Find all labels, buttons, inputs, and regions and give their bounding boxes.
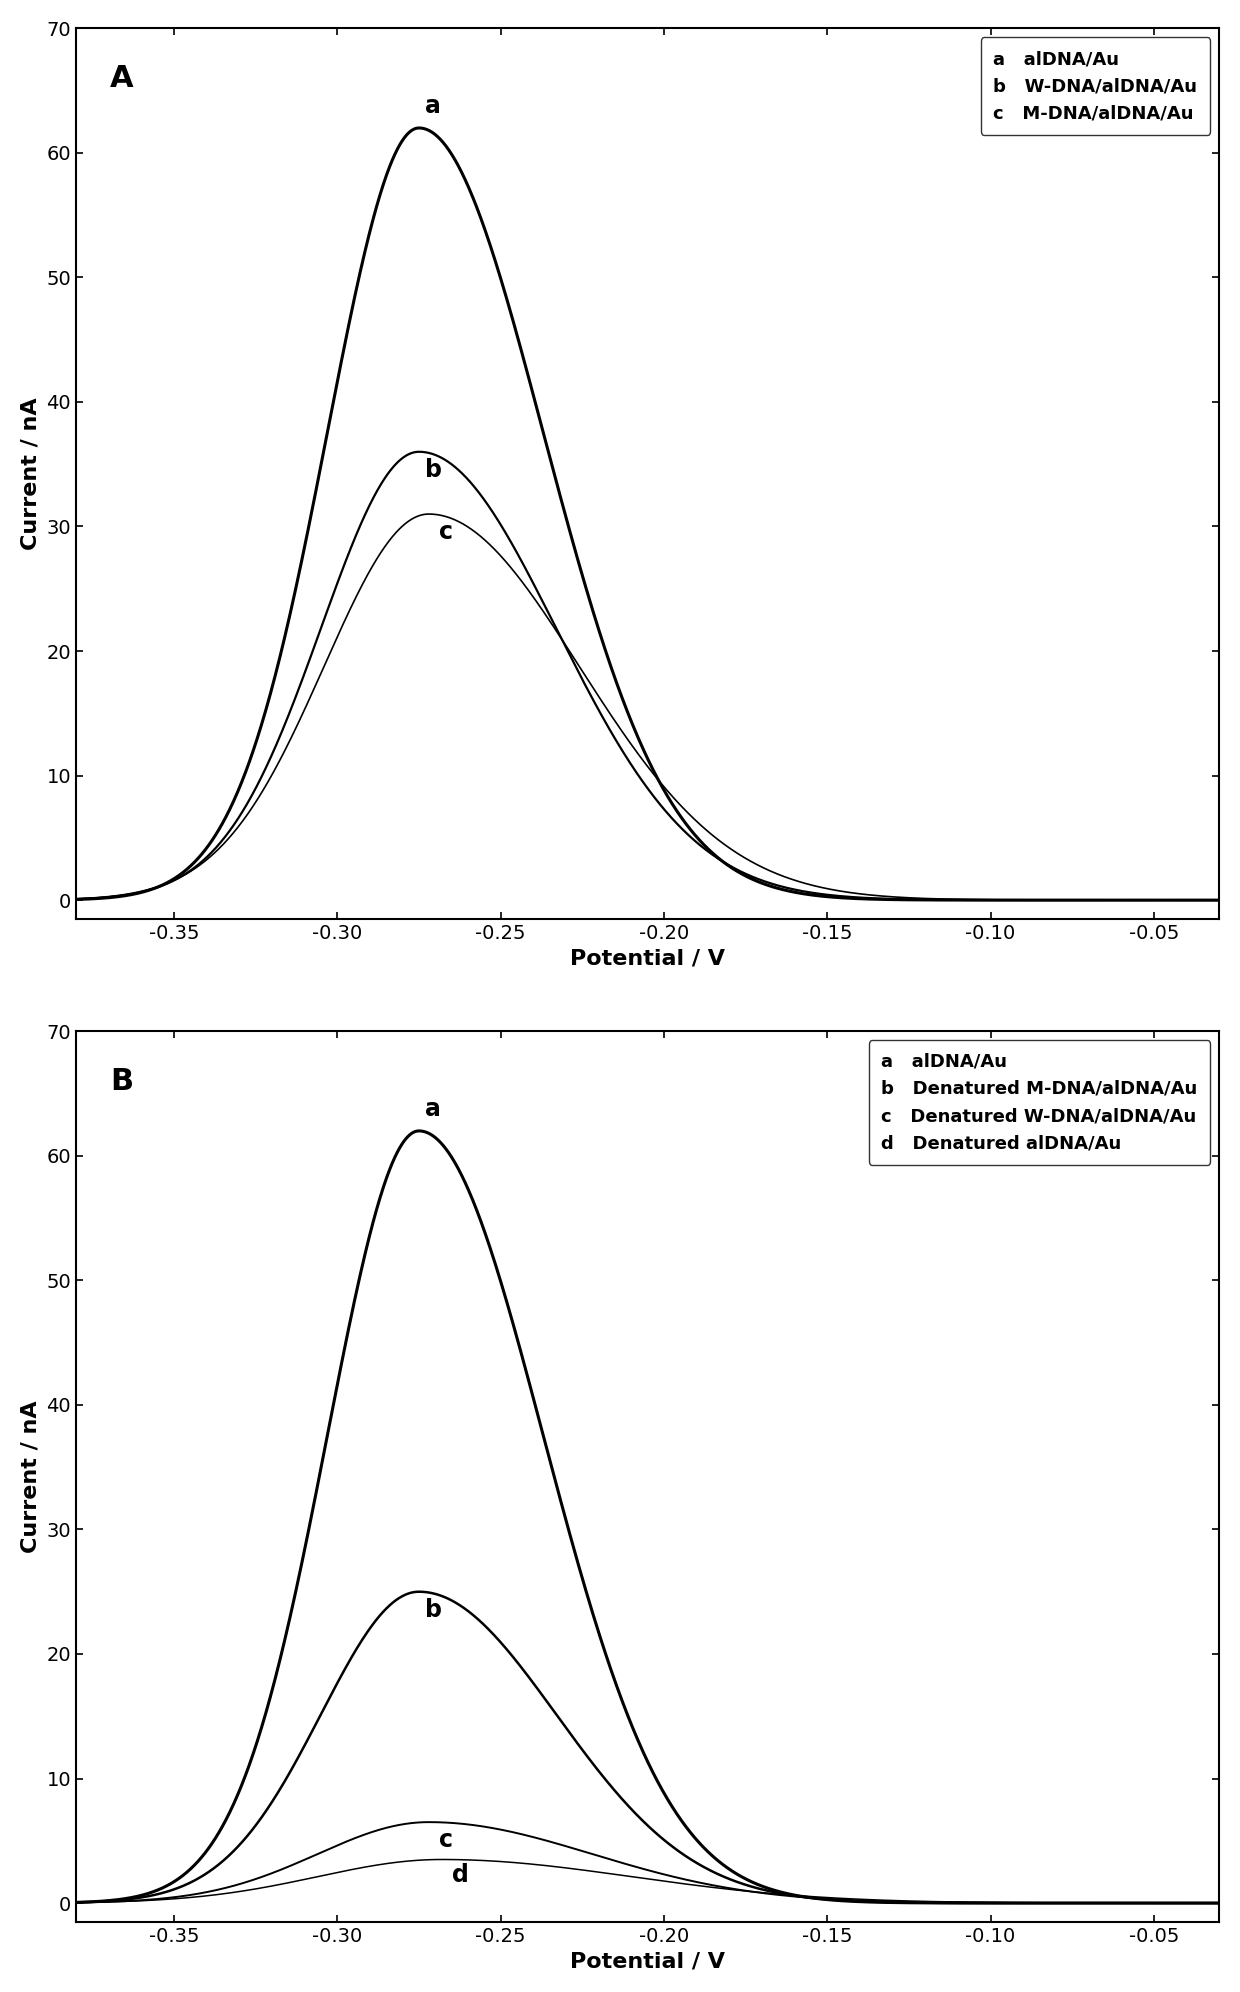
Text: b: b [425, 1598, 443, 1621]
Text: c: c [439, 520, 453, 544]
Y-axis label: Current / nA: Current / nA [21, 396, 41, 550]
Text: a: a [425, 94, 441, 118]
Text: B: B [110, 1068, 134, 1096]
Text: a: a [425, 1098, 441, 1121]
Y-axis label: Current / nA: Current / nA [21, 1400, 41, 1554]
X-axis label: Potential / V: Potential / V [570, 948, 725, 968]
Legend: a   alDNA/Au, b   W-DNA/alDNA/Au, c   M-DNA/alDNA/Au: a alDNA/Au, b W-DNA/alDNA/Au, c M-DNA/al… [981, 38, 1210, 135]
Text: c: c [439, 1829, 453, 1853]
Legend: a   alDNA/Au, b   Denatured M-DNA/alDNA/Au, c   Denatured W-DNA/alDNA/Au, d   De: a alDNA/Au, b Denatured M-DNA/alDNA/Au, … [868, 1040, 1210, 1165]
Text: d: d [451, 1863, 469, 1886]
X-axis label: Potential / V: Potential / V [570, 1952, 725, 1972]
Text: b: b [425, 458, 443, 482]
Text: A: A [110, 64, 134, 94]
